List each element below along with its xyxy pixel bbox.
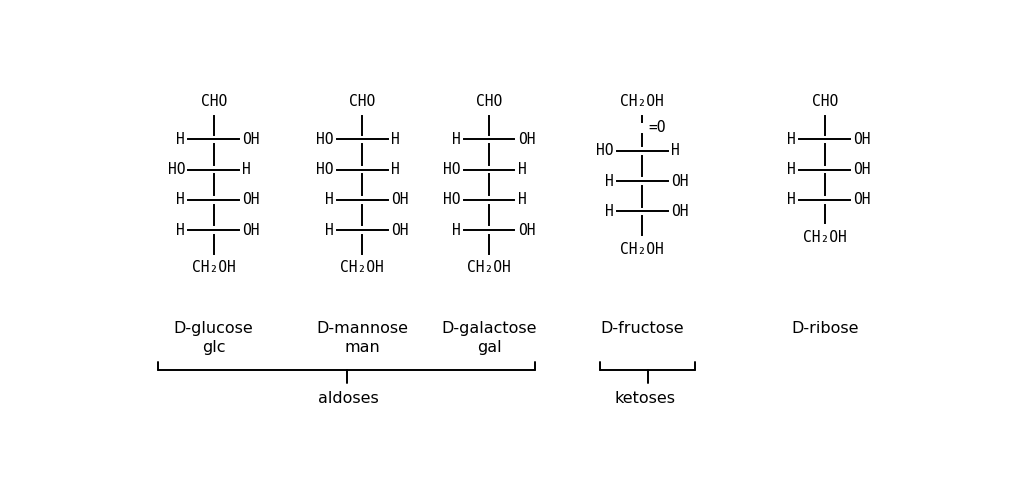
Text: CHO: CHO xyxy=(812,94,838,109)
Text: H: H xyxy=(176,193,185,207)
Text: OH: OH xyxy=(391,193,409,207)
Text: H: H xyxy=(518,162,526,177)
Text: OH: OH xyxy=(243,193,260,207)
Text: CHO: CHO xyxy=(476,94,502,109)
Text: OH: OH xyxy=(243,132,260,147)
Text: CH₂OH: CH₂OH xyxy=(467,261,511,275)
Text: H: H xyxy=(452,132,461,147)
Text: H: H xyxy=(518,193,526,207)
Text: H: H xyxy=(243,162,251,177)
Text: D-fructose: D-fructose xyxy=(600,321,684,336)
Text: H: H xyxy=(325,223,334,238)
Text: glc: glc xyxy=(202,340,225,354)
Text: HO: HO xyxy=(596,143,613,159)
Text: gal: gal xyxy=(477,340,502,354)
Text: H: H xyxy=(787,132,797,147)
Text: CHO: CHO xyxy=(349,94,375,109)
Text: OH: OH xyxy=(671,204,688,219)
Text: CHO: CHO xyxy=(201,94,227,109)
Text: HO: HO xyxy=(443,193,461,207)
Text: OH: OH xyxy=(853,193,870,207)
Text: H: H xyxy=(325,193,334,207)
Text: HO: HO xyxy=(316,162,334,177)
Text: OH: OH xyxy=(518,132,536,147)
Text: OH: OH xyxy=(391,223,409,238)
Text: OH: OH xyxy=(853,132,870,147)
Text: H: H xyxy=(787,193,797,207)
Text: CH₂OH: CH₂OH xyxy=(621,94,665,109)
Text: aldoses: aldoses xyxy=(318,391,379,406)
Text: man: man xyxy=(344,340,380,354)
Text: H: H xyxy=(391,162,399,177)
Text: H: H xyxy=(605,204,613,219)
Text: OH: OH xyxy=(671,173,688,189)
Text: CH₂OH: CH₂OH xyxy=(340,261,384,275)
Text: D-ribose: D-ribose xyxy=(791,321,858,336)
Text: HO: HO xyxy=(443,162,461,177)
Text: D-glucose: D-glucose xyxy=(174,321,254,336)
Text: H: H xyxy=(176,132,185,147)
Text: H: H xyxy=(452,223,461,238)
Text: OH: OH xyxy=(518,223,536,238)
Text: D-galactose: D-galactose xyxy=(441,321,537,336)
Text: HO: HO xyxy=(168,162,185,177)
Text: HO: HO xyxy=(316,132,334,147)
Text: OH: OH xyxy=(243,223,260,238)
Text: CH₂OH: CH₂OH xyxy=(621,241,665,257)
Text: H: H xyxy=(787,162,797,177)
Text: CH₂OH: CH₂OH xyxy=(191,261,236,275)
Text: =O: =O xyxy=(648,120,666,135)
Text: ketoses: ketoses xyxy=(615,391,676,406)
Text: H: H xyxy=(605,173,613,189)
Text: OH: OH xyxy=(853,162,870,177)
Text: H: H xyxy=(391,132,399,147)
Text: CH₂OH: CH₂OH xyxy=(803,230,847,245)
Text: D-mannose: D-mannose xyxy=(316,321,409,336)
Text: H: H xyxy=(176,223,185,238)
Text: H: H xyxy=(671,143,680,159)
